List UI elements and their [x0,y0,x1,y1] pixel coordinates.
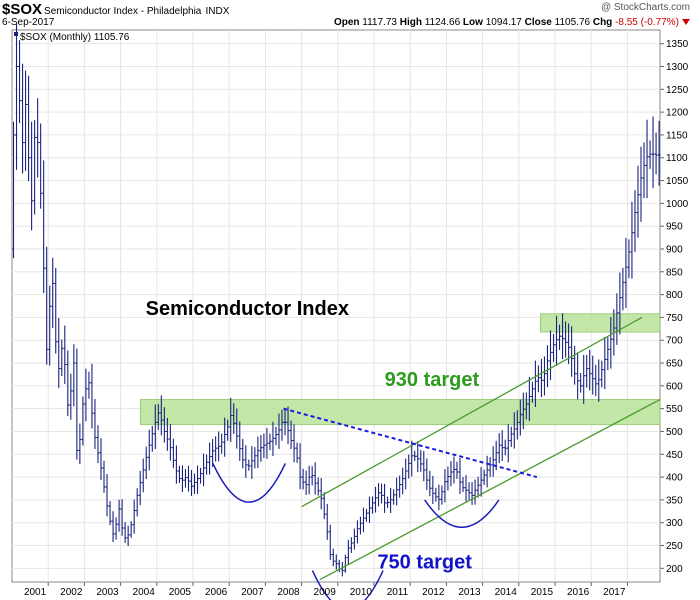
chg-label: Chg [592,17,613,28]
resistance-zone [540,313,661,333]
chg-value: -8.55 (-0.77%) [615,17,679,28]
trend-lines [212,316,661,600]
annotations: Semiconductor Index 930 target 750 target [146,298,480,573]
x-tick-label: 2013 [458,587,481,598]
resistance-zone [140,399,661,426]
base-arc [311,570,384,600]
y-tick-label: 400 [666,473,683,484]
x-tick-label: 2002 [60,587,83,598]
y-tick-label: 450 [666,450,683,461]
y-tick-label: 500 [666,427,683,438]
channel-line [319,398,661,581]
y-tick-label: 850 [666,267,683,278]
x-tick-label: 2014 [495,587,518,598]
legend-swatch [14,32,18,36]
y-tick-label: 900 [666,244,683,255]
y-tick-label: 1050 [666,176,689,187]
chart-annotation: 930 target [385,369,480,391]
downtrend-line [283,407,538,479]
chart-header: $SOX Semiconductor Index - Philadelphia I… [0,0,700,30]
ohlc-readout: Open 1117.73 High 1124.66 Low 1094.17 Cl… [334,17,690,28]
low-value: 1094.17 [485,17,522,28]
y-tick-label: 750 [666,313,683,324]
x-tick-label: 2012 [422,587,445,598]
ohlc-bars [12,22,661,577]
open-value: 1117.73 [362,17,397,28]
y-tick-label: 1250 [666,85,689,96]
chart-legend: $SOX (Monthly) 1105.76 [20,32,130,43]
open-label: Open [333,17,360,28]
close-label: Close [524,17,552,28]
y-tick-label: 650 [666,359,683,370]
index-name: Semiconductor Index - Philadelphia [44,6,202,17]
y-tick-label: 1150 [666,130,688,141]
copyright: @ StockCharts.com [600,2,690,13]
channel-line [301,316,643,508]
quote-date: 6-Sep-2017 [2,17,55,28]
x-tick-label: 2009 [314,587,337,598]
high-label: High [399,17,422,28]
x-tick-label: 2005 [169,587,192,598]
x-axis: 2001 2002 2003 2004 2005 2006 2007 2008 2009 2010… [24,582,628,598]
y-axis: 200 250 300 350 400 450 500 550 600 650 700 750 800 8… [660,39,689,575]
y-tick-label: 1300 [666,62,689,73]
x-tick-label: 2016 [567,587,590,598]
x-tick-label: 2001 [24,587,47,598]
y-tick-label: 1350 [666,39,689,50]
low-label: Low [462,17,483,28]
chart-annotation: 750 target [377,551,472,573]
x-tick-label: 2003 [96,587,119,598]
y-tick-label: 1200 [666,108,689,119]
high-value: 1124.66 [424,17,461,28]
resistance-zones [140,313,661,426]
y-tick-label: 950 [666,222,683,233]
y-tick-label: 250 [666,541,683,552]
base-arc [212,463,286,503]
y-tick-label: 200 [666,564,683,575]
base-arc [424,499,500,528]
down-arrow-icon [682,19,690,26]
x-tick-label: 2015 [531,587,554,598]
plot-frame [11,29,661,583]
x-tick-label: 2010 [350,587,373,598]
x-tick-label: 2008 [277,587,300,598]
x-tick-label: 2017 [603,587,626,598]
close-value: 1105.76 [554,17,591,28]
exchange-label: INDX [205,6,230,17]
x-tick-label: 2006 [205,587,228,598]
y-tick-label: 800 [666,290,683,301]
chart-annotation: Semiconductor Index [146,298,349,320]
y-tick-label: 550 [666,404,683,415]
y-tick-label: 350 [666,495,683,506]
symbol-text: $SOX [2,1,43,18]
x-tick-label: 2011 [387,587,409,598]
x-tick-label: 2004 [133,587,156,598]
y-tick-label: 700 [666,336,683,347]
ticker-symbol: $SOX Semiconductor Index - Philadelphia I… [2,1,229,18]
y-tick-label: 300 [666,518,683,529]
y-tick-label: 600 [666,381,683,392]
y-tick-label: 1100 [666,153,688,164]
y-tick-label: 1000 [666,199,689,210]
x-tick-label: 2007 [241,587,264,598]
